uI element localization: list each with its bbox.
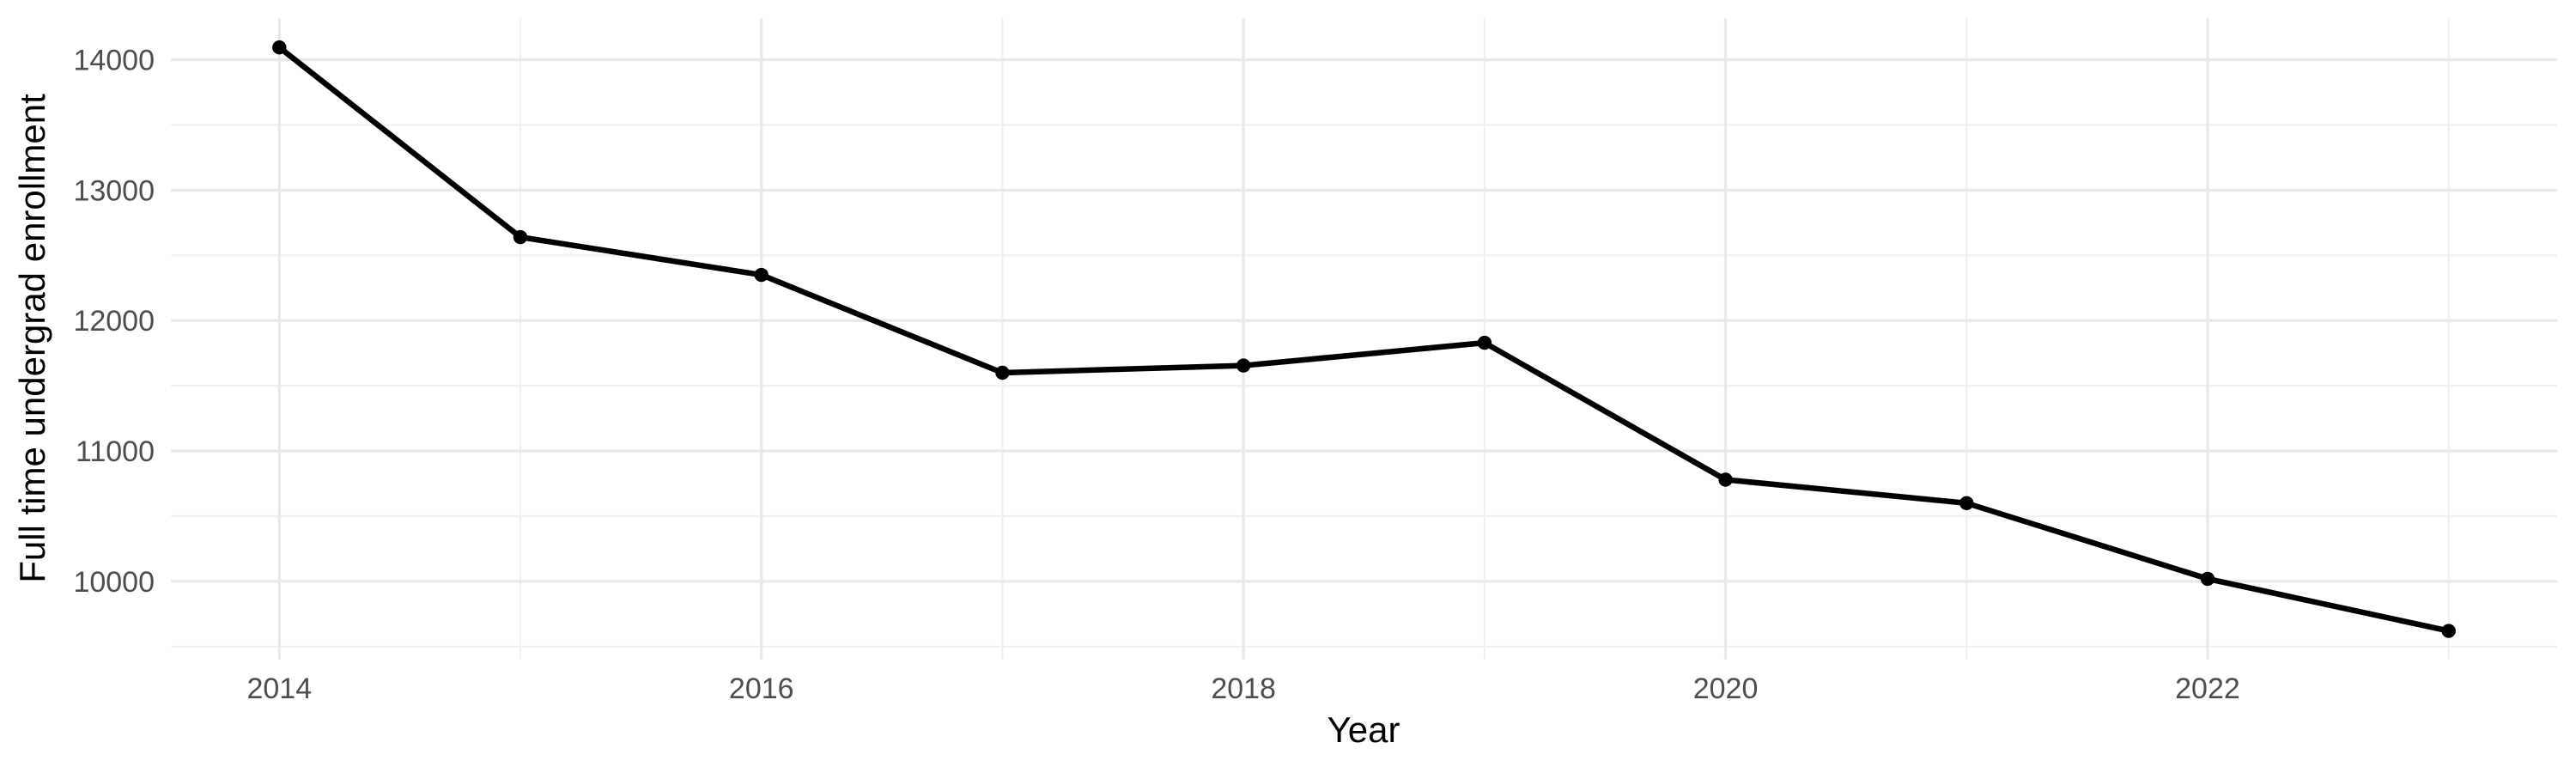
data-point	[513, 229, 528, 245]
x-tick-label: 2016	[729, 673, 794, 705]
x-tick-label: 2022	[2175, 673, 2240, 705]
minor-gridlines	[171, 18, 2557, 660]
line-series	[272, 40, 2456, 638]
y-axis-title: Full time undergrad enrollment	[12, 94, 52, 583]
data-point	[2200, 571, 2215, 587]
x-tick-label: 2014	[246, 673, 312, 705]
data-point	[1959, 496, 1974, 510]
x-axis-tick-labels: 2014 2016 2018 2020 2022	[246, 673, 2239, 705]
x-tick-label: 2018	[1211, 673, 1276, 705]
data-point	[1477, 335, 1492, 350]
y-tick-label: 14000	[73, 45, 155, 77]
data-point	[754, 267, 769, 283]
data-point	[272, 40, 287, 55]
data-line	[276, 44, 2451, 634]
data-point	[1236, 358, 1251, 373]
x-tick-label: 2020	[1693, 673, 1759, 705]
y-tick-label: 11000	[76, 435, 155, 468]
x-axis-title: Year	[1327, 709, 1400, 750]
data-point	[1718, 472, 1733, 487]
y-tick-label: 12000	[73, 305, 155, 338]
data-point	[2441, 624, 2456, 638]
data-point	[995, 365, 1010, 380]
y-axis-tick-labels: 10000 11000 12000 13000 14000	[73, 45, 155, 599]
major-gridlines	[171, 18, 2557, 660]
y-tick-label: 13000	[73, 174, 155, 207]
y-tick-label: 10000	[73, 566, 155, 599]
